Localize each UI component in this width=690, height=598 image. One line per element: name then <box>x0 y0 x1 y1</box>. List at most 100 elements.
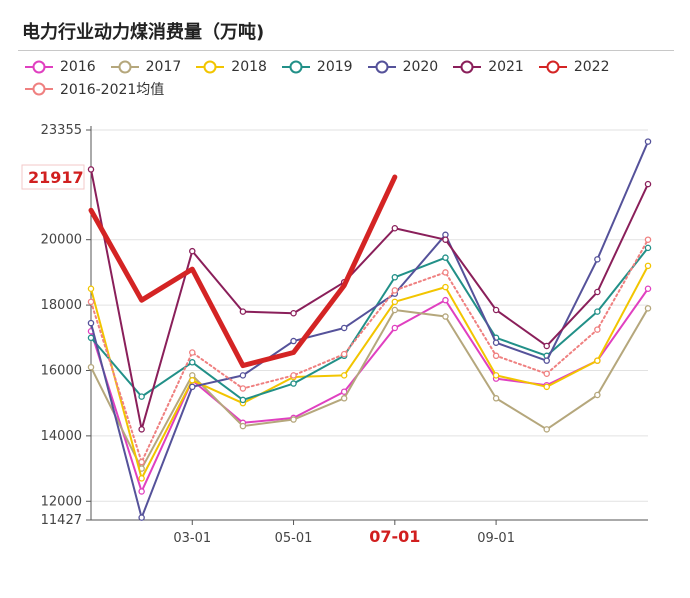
data-point-2017[interactable] <box>644 305 652 312</box>
legend-marker-icon <box>538 60 567 74</box>
y-tick-label: 16000 <box>41 363 82 378</box>
data-point-2016[interactable] <box>138 488 145 495</box>
data-point-2021[interactable] <box>290 310 297 317</box>
highlight-x-label: 07-01 <box>369 527 420 546</box>
data-point-2019[interactable] <box>391 274 399 281</box>
data-point-2019[interactable] <box>87 334 95 342</box>
data-point-2018[interactable] <box>87 285 95 292</box>
data-point-2016-2021[interactable] <box>87 298 95 306</box>
data-point-2021[interactable] <box>239 308 247 315</box>
data-point-2016-2021[interactable] <box>391 287 399 294</box>
data-point-2017[interactable] <box>543 426 550 433</box>
data-point-2016[interactable] <box>644 285 652 292</box>
data-point-2021[interactable] <box>442 236 449 243</box>
data-point-2019[interactable] <box>442 254 449 261</box>
data-point-2020[interactable] <box>87 319 95 327</box>
data-point-2021[interactable] <box>87 166 95 173</box>
data-point-2016-2021[interactable] <box>644 236 652 243</box>
data-point-2018[interactable] <box>594 357 601 364</box>
data-point-2016[interactable] <box>442 296 449 304</box>
data-point-2016-2021[interactable] <box>492 352 500 360</box>
data-point-2017[interactable] <box>594 391 601 399</box>
legend-label: 2018 <box>231 59 267 75</box>
data-point-2016[interactable] <box>391 324 399 332</box>
data-point-2020[interactable] <box>543 357 550 364</box>
data-point-2021[interactable] <box>391 225 399 232</box>
legend-label: 2016-2021均值 <box>60 82 165 98</box>
y-tick-label: 18000 <box>41 298 82 313</box>
legend-marker-icon <box>281 60 310 74</box>
series-line-2021 <box>90 168 649 431</box>
series-line-2017 <box>90 307 649 470</box>
series-line-2022 <box>88 174 398 369</box>
data-point-2018[interactable] <box>391 298 399 306</box>
data-point-2017[interactable] <box>492 395 500 402</box>
legend-item-2021[interactable]: 2021 <box>452 56 524 78</box>
data-point-2021[interactable] <box>138 426 145 433</box>
value-highlight-box <box>21 164 85 190</box>
data-point-2018[interactable] <box>492 372 500 379</box>
data-point-2018[interactable] <box>340 372 348 379</box>
data-point-2017[interactable] <box>290 416 297 423</box>
legend-item-2018[interactable]: 2018 <box>195 56 267 78</box>
data-point-2016-2021[interactable] <box>340 350 348 358</box>
legend-item-2022[interactable]: 2022 <box>538 56 610 78</box>
data-point-2021[interactable] <box>189 247 196 255</box>
legend-label: 2016 <box>60 59 96 75</box>
data-point-2016-2021[interactable] <box>138 458 145 466</box>
data-point-2020[interactable] <box>340 324 348 332</box>
legend-item-2020[interactable]: 2020 <box>367 56 439 78</box>
x-tick-label: 09-01 <box>477 531 515 546</box>
legend-item-2016-2021[interactable]: 2016-2021均值 <box>24 78 164 100</box>
legend-item-2016[interactable]: 2016 <box>24 56 96 78</box>
highlight-value-label: 21917 <box>28 168 84 187</box>
series-line-2016-2021 <box>90 238 649 464</box>
data-point-2018[interactable] <box>442 283 449 291</box>
series-line-2018 <box>90 264 649 480</box>
legend-label: 2017 <box>145 59 182 75</box>
legend-item-2019[interactable]: 2019 <box>281 56 353 78</box>
data-point-2016-2021[interactable] <box>290 372 297 379</box>
data-point-2019[interactable] <box>189 359 196 366</box>
data-point-2018[interactable] <box>644 262 652 270</box>
data-point-2019[interactable] <box>239 396 247 404</box>
data-point-2018[interactable] <box>138 475 145 482</box>
data-point-2020[interactable] <box>594 256 601 263</box>
x-tick-label: 05-01 <box>275 531 313 546</box>
data-point-2019[interactable] <box>644 244 652 252</box>
data-point-2020[interactable] <box>492 339 500 346</box>
data-point-2016-2021[interactable] <box>594 326 601 333</box>
x-tick-label: 03-01 <box>173 531 211 546</box>
legend-label: 2021 <box>488 59 524 75</box>
data-point-2020[interactable] <box>644 138 652 145</box>
data-point-2017[interactable] <box>340 395 348 402</box>
data-point-2016-2021[interactable] <box>543 370 550 377</box>
data-point-2019[interactable] <box>138 393 145 400</box>
data-point-2016-2021[interactable] <box>442 269 449 276</box>
data-point-2020[interactable] <box>138 514 145 521</box>
y-tick-label: 14000 <box>41 429 82 444</box>
data-point-2019[interactable] <box>594 308 601 315</box>
data-point-2020[interactable] <box>189 383 196 391</box>
legend-label: 2020 <box>402 59 439 75</box>
data-point-2017[interactable] <box>442 313 449 320</box>
data-point-2020[interactable] <box>290 337 297 345</box>
data-point-2019[interactable] <box>290 380 297 387</box>
legend-label: 2022 <box>573 59 610 75</box>
data-point-2021[interactable] <box>543 342 550 350</box>
data-point-2021[interactable] <box>644 180 652 188</box>
data-point-2018[interactable] <box>189 377 196 384</box>
data-point-2016-2021[interactable] <box>239 385 247 392</box>
legend: 2016 2017 2018 2019 2020 2021 2022 2016-2021均值 <box>24 56 664 100</box>
data-point-2020[interactable] <box>239 372 247 379</box>
data-point-2017[interactable] <box>391 306 399 314</box>
legend-item-2017[interactable]: 2017 <box>110 56 182 78</box>
data-point-2021[interactable] <box>594 288 601 296</box>
data-point-2021[interactable] <box>492 306 500 314</box>
data-point-2017[interactable] <box>239 422 247 430</box>
data-point-2016-2021[interactable] <box>189 349 196 356</box>
data-point-2017[interactable] <box>87 363 95 371</box>
legend-marker-icon <box>367 60 396 74</box>
data-point-2018[interactable] <box>543 383 550 391</box>
